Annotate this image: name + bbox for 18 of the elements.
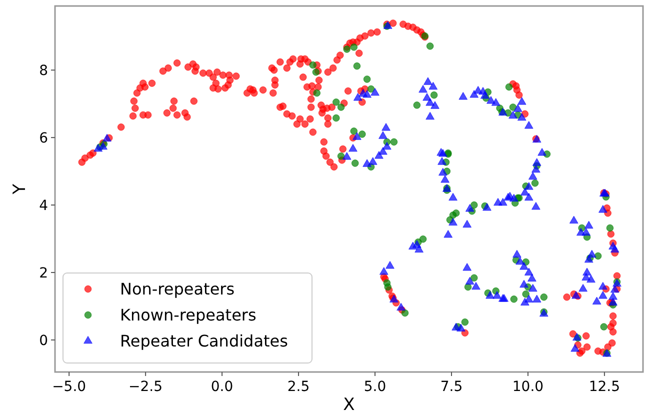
- x-tick-label: 10.0: [512, 379, 544, 395]
- x-axis-title: X: [343, 395, 356, 414]
- y-tick-label: 4: [39, 198, 48, 214]
- x-tick-label: −5.0: [52, 379, 86, 395]
- y-tick-label: 0: [39, 332, 48, 349]
- y-tick-label: 2: [39, 265, 48, 282]
- legend-label: Non-repeaters: [120, 280, 235, 299]
- x-tick-label: 2.5: [287, 379, 310, 395]
- y-tick-label: 6: [39, 130, 48, 146]
- legend-label: Known-repeaters: [120, 306, 256, 325]
- x-tick-label: −2.5: [128, 379, 163, 395]
- y-axis-title: Y: [10, 183, 30, 196]
- legend-label: Repeater Candidates: [120, 332, 288, 351]
- x-tick-label: 0.0: [210, 379, 234, 395]
- x-tick-label: 12.5: [588, 379, 620, 395]
- x-tick-label: 5.0: [364, 379, 386, 395]
- y-tick-label: 8: [39, 62, 48, 79]
- x-tick-label: 7.5: [440, 379, 463, 395]
